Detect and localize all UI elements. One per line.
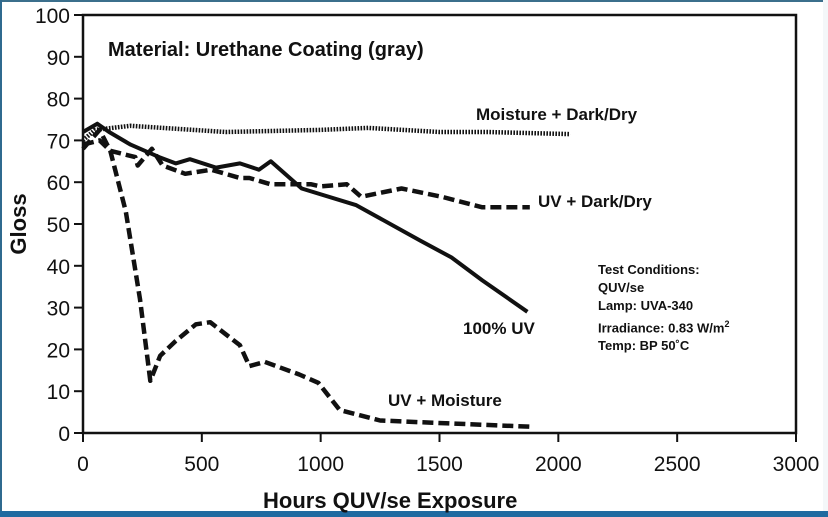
series-layer [81,121,571,429]
frame-left-border [0,0,2,517]
y-tick-label: 100 [35,5,70,28]
x-tick-label: 1000 [297,453,344,476]
y-tick-label: 20 [47,339,70,362]
y-tick-label: 80 [47,89,70,112]
x-tick-label: 2500 [654,453,701,476]
x-tick-label: 1500 [416,453,463,476]
y-tick-label: 90 [47,47,70,70]
x-tick-label: 3000 [773,453,820,476]
frame-right-edge [823,0,828,511]
frame-bottom-bar [0,511,828,517]
axes-layer [81,13,798,435]
label-uv-moisture: UV + Moisture [388,391,502,410]
chart-title: Material: Urethane Coating (gray) [108,39,424,61]
y-tick-label: 30 [47,298,70,321]
ticks-layer: 0 500 1000 1500 2000 2500 3000 0 10 20 30 40 50 60 70 8… [35,5,819,476]
x-axis-label: Hours QUV/se Exposure [263,488,517,513]
frame-top-border [0,0,828,2]
irradiance-superscript: 2 [724,319,730,329]
x-tick-label: 2000 [535,453,582,476]
y-axis-label: Gloss [6,193,31,254]
y-tick-label: 40 [47,256,70,279]
y-tick-label: 60 [47,172,70,195]
x-tick-label: 0 [77,453,89,476]
series-uv-dark-dry [82,138,530,210]
test-conditions-lamp: Lamp: UVA-340 [598,298,694,313]
y-tick-label: 0 [58,423,70,446]
x-tick-label: 500 [184,453,219,476]
label-moisture-dark-dry: Moisture + Dark/Dry [476,105,638,124]
test-conditions-box: Test Conditions: QUV/se Lamp: UVA-340 Ir… [598,261,729,355]
irradiance-text: Irradiance: 0.83 W/m [598,320,725,336]
label-100-uv: 100% UV [463,319,535,338]
label-uv-dark-dry: UV + Dark/Dry [538,192,652,211]
test-conditions-device: QUV/se [598,280,645,295]
y-tick-label: 10 [47,381,70,404]
y-tick-label: 70 [47,130,70,153]
series-moisture-dark-dry [81,123,571,143]
series-uv-moisture [81,127,530,429]
test-conditions-irradiance: Irradiance: 0.83 W/m2 [598,315,729,337]
plot-frame [81,13,798,435]
test-conditions-heading: Test Conditions: [598,262,700,277]
test-conditions-temp: Temp: BP 50˚C [598,338,690,354]
y-tick-label: 50 [47,214,70,237]
